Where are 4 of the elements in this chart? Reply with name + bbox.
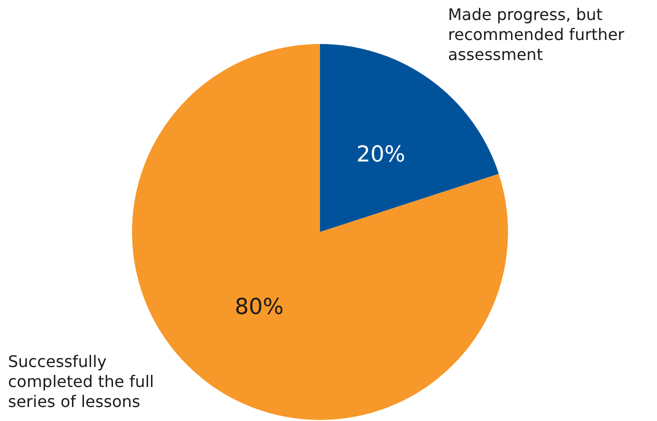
slice-label: Made progress, but recommended further assessment — [448, 5, 625, 64]
data-label: 80% — [234, 294, 284, 320]
slice-label: Successfully completed the full series of lessons — [8, 352, 154, 412]
data-label: 20% — [356, 142, 406, 168]
